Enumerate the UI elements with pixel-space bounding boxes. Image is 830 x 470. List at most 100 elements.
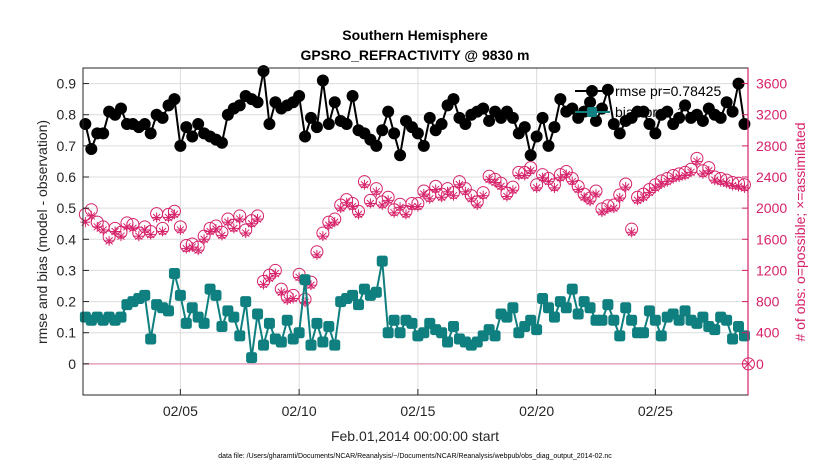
x-tick-label: 02/25	[638, 403, 673, 419]
obs-assimilated-point	[537, 172, 548, 183]
rmse-point	[584, 96, 597, 109]
x-tick-label: 02/15	[400, 403, 435, 419]
bias-point	[596, 314, 608, 326]
rmse-point	[714, 111, 727, 124]
obs-assimilated-point	[317, 231, 328, 242]
rmse-point	[506, 111, 519, 124]
rmse-point	[649, 127, 662, 140]
bias-point	[543, 302, 554, 314]
rmse-point	[530, 130, 543, 143]
obs-assimilated-point	[127, 223, 138, 234]
rmse-point	[613, 127, 626, 140]
bias-point	[252, 308, 264, 320]
bias-point	[246, 352, 258, 364]
obs-assimilated-point	[620, 182, 631, 193]
rmse-point	[299, 130, 312, 143]
rmse-point	[726, 105, 739, 118]
bias-point	[721, 314, 733, 326]
y-right-tick-label: 2400	[756, 169, 787, 185]
bias-point	[305, 339, 317, 351]
obs-assimilated-point	[395, 202, 406, 213]
y-axis-label: rmse and bias (model - observation)	[34, 120, 50, 344]
rmse-point	[696, 114, 709, 127]
obs-assimilated-point	[549, 182, 560, 193]
bias-point	[210, 289, 222, 301]
obs-assimilated-point	[424, 193, 435, 204]
obs-assimilated-point	[389, 207, 400, 218]
rmse-point	[459, 118, 472, 131]
bias-point	[566, 283, 578, 295]
bias-point	[608, 314, 620, 326]
x-axis-ticks: 02/05 02/10 02/15 02/20 02/25	[163, 389, 673, 419]
obs-assimilated-point	[228, 223, 239, 234]
rmse-point	[144, 127, 157, 140]
obs-assimilated-point	[412, 201, 423, 212]
obs-assimilated-point	[110, 226, 121, 237]
series-bias	[79, 255, 750, 364]
obs-assimilated-point	[181, 243, 192, 254]
y-right-tick-label: 1600	[756, 231, 787, 247]
obs-assimilated-point	[496, 181, 506, 192]
bias-point	[548, 311, 560, 323]
rmse-point	[215, 136, 228, 149]
bias-point	[370, 286, 382, 298]
legend-rmse-label: rmse pr=0.78425	[615, 83, 721, 99]
obs-assimilated-point	[490, 177, 501, 188]
y-right-tick-label: 1200	[756, 262, 787, 278]
y-right-tick-label: 2800	[756, 138, 787, 154]
rmse-point	[115, 102, 127, 115]
bias-point	[216, 320, 228, 332]
footnote: data file: /Users/gharamti/Documents/NCA…	[218, 453, 612, 460]
rmse-point	[310, 121, 323, 134]
rmse-point	[477, 102, 490, 115]
obs-assimilated-point	[264, 273, 275, 284]
x-tick-label: 02/20	[519, 403, 554, 419]
rmse-point	[637, 105, 650, 118]
y-right-tick-label: 3200	[756, 107, 787, 123]
obs-assimilated-point	[686, 167, 696, 178]
legend-bias-label: bias pr=0.1	[615, 104, 685, 120]
y-tick-label: 0.1	[57, 325, 77, 341]
bias-point	[673, 314, 685, 326]
rmse-point	[590, 114, 602, 127]
rmse-point	[411, 127, 424, 140]
bias-point	[560, 302, 572, 314]
rmse-point	[388, 127, 401, 140]
obs-assimilated-point	[98, 224, 109, 235]
bias-point	[388, 314, 400, 326]
bias-point	[501, 311, 513, 323]
rmse-point	[548, 121, 561, 134]
rmse-point	[518, 121, 531, 134]
rmse-point	[251, 96, 264, 109]
bias-point	[418, 327, 430, 339]
rmse-point	[328, 96, 341, 109]
obs-assimilated-point	[531, 182, 542, 193]
obs-assimilated-point	[92, 221, 103, 232]
bias-point	[139, 289, 151, 301]
obs-assimilated-point	[644, 187, 655, 198]
obs-assimilated-point	[365, 198, 376, 209]
bias-point	[145, 333, 157, 345]
y-right-axis-ticks: 0 400 800 1200 1600 2000 2400 2800 3200 3600	[742, 68, 787, 395]
bias-point	[394, 327, 406, 339]
bias-point	[382, 327, 394, 339]
rmse-point	[305, 111, 317, 124]
bias-point	[531, 324, 543, 336]
obs-assimilated-point	[80, 217, 91, 228]
obs-assimilated-point	[567, 176, 578, 187]
bias-point	[655, 330, 667, 342]
obs-assimilated-point	[335, 203, 346, 214]
obs-assimilated-point	[454, 179, 465, 190]
rmse-point	[394, 149, 407, 162]
obs-assimilated-point	[507, 185, 518, 196]
bias-point	[436, 327, 448, 339]
obs-assimilated-point	[199, 234, 210, 245]
rmse-point	[483, 114, 496, 127]
y-tick-label: 0.7	[57, 138, 77, 154]
y-right-tick-label: 3600	[756, 76, 787, 92]
obs-assimilated-point	[638, 192, 649, 203]
bias-point	[281, 314, 293, 326]
rmse-point	[156, 111, 169, 124]
bias-point	[442, 336, 454, 348]
y-tick-label: 0	[68, 356, 76, 372]
